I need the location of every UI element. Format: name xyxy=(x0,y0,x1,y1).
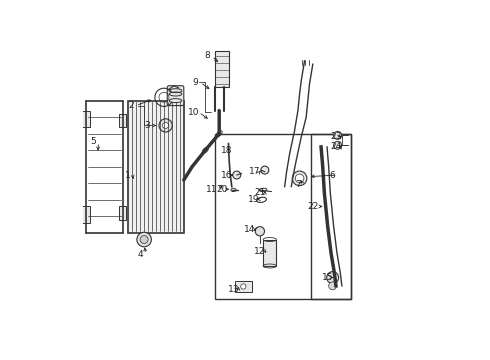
Text: 7: 7 xyxy=(295,180,301,189)
Text: 21: 21 xyxy=(254,188,266,197)
Circle shape xyxy=(293,171,307,186)
Text: 15: 15 xyxy=(322,273,333,282)
Circle shape xyxy=(329,282,337,290)
Text: 6: 6 xyxy=(330,171,336,180)
Circle shape xyxy=(334,141,342,149)
Text: 14: 14 xyxy=(245,225,256,234)
Circle shape xyxy=(261,166,269,174)
Circle shape xyxy=(334,131,342,139)
Bar xyxy=(263,239,276,266)
Circle shape xyxy=(327,272,339,284)
Text: 9: 9 xyxy=(193,78,198,87)
Bar xyxy=(119,114,126,127)
FancyBboxPatch shape xyxy=(167,86,184,105)
Circle shape xyxy=(233,171,241,179)
Bar xyxy=(119,207,126,220)
Text: 5: 5 xyxy=(91,138,97,147)
Bar xyxy=(235,281,252,292)
Circle shape xyxy=(163,122,169,129)
Text: 8: 8 xyxy=(204,51,210,60)
Text: 11: 11 xyxy=(206,185,218,194)
Text: 17: 17 xyxy=(249,167,261,176)
Text: 20: 20 xyxy=(217,185,228,194)
Text: 18: 18 xyxy=(221,146,233,155)
Circle shape xyxy=(295,174,304,183)
Text: 24: 24 xyxy=(330,143,342,152)
Text: 1: 1 xyxy=(124,171,130,180)
Text: 12: 12 xyxy=(254,247,266,256)
Bar xyxy=(127,100,184,233)
Bar xyxy=(311,134,351,299)
Text: 4: 4 xyxy=(138,250,144,259)
Bar xyxy=(215,51,229,87)
Bar xyxy=(81,111,90,127)
Text: 13: 13 xyxy=(228,285,239,294)
Circle shape xyxy=(137,232,151,247)
Text: 23: 23 xyxy=(330,132,342,141)
Text: 3: 3 xyxy=(145,121,150,130)
Circle shape xyxy=(255,227,265,236)
Circle shape xyxy=(241,284,246,289)
Text: 22: 22 xyxy=(307,202,318,211)
Circle shape xyxy=(159,119,172,132)
Circle shape xyxy=(140,235,148,243)
Bar xyxy=(215,134,351,299)
Bar xyxy=(81,207,90,223)
Text: 16: 16 xyxy=(221,171,233,180)
Text: 10: 10 xyxy=(188,108,199,117)
Text: 2: 2 xyxy=(128,101,134,110)
Text: 19: 19 xyxy=(247,195,259,204)
